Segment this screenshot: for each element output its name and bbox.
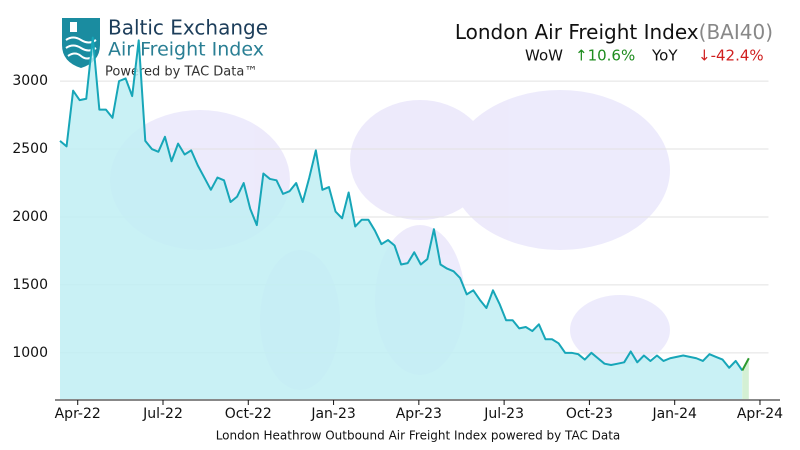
annotation-label: YoY <box>651 47 678 65</box>
y-tick-label: 3000 <box>12 73 48 89</box>
y-tick-label: 1000 <box>12 345 48 361</box>
annotation-value: ↓-42.4% <box>698 47 764 65</box>
subtitle: (BAI40) <box>699 20 773 44</box>
brand: Baltic Exchange <box>108 16 268 40</box>
x-tick-label: Jul-22 <box>142 406 183 422</box>
x-tick-label: Apr-22 <box>55 406 101 422</box>
x-tick-label: Apr-23 <box>396 406 442 422</box>
x-tick-label: Jul-23 <box>483 406 524 422</box>
annotation-label: WoW <box>525 47 563 65</box>
y-tick-label: 2000 <box>12 209 48 225</box>
y-tick-label: 2500 <box>12 141 48 157</box>
title: London Air Freight Index <box>455 20 699 44</box>
x-tick-label: Apr-24 <box>737 406 783 422</box>
brand-subtitle: Air Freight Index <box>108 39 264 61</box>
annotations: WoW ↑10.6% YoY ↓-42.4% <box>525 47 764 65</box>
y-tick-label: 1500 <box>12 277 48 293</box>
last-segment-line <box>741 357 750 371</box>
x-tick-label: Jan-23 <box>310 406 355 422</box>
caption: London Heathrow Outbound Air Freight Ind… <box>216 429 621 443</box>
brand-credit: Powered by TAC Data™ <box>105 65 257 80</box>
x-tick-label: Jan-24 <box>651 406 697 422</box>
annotation-value: ↑10.6% <box>575 47 635 65</box>
chart-title: London Air Freight Index(BAI40) <box>455 20 773 44</box>
area <box>60 37 743 400</box>
line <box>59 36 744 372</box>
x-tick-label: Oct-22 <box>225 406 272 422</box>
x-tick-label: Oct-23 <box>566 406 613 422</box>
